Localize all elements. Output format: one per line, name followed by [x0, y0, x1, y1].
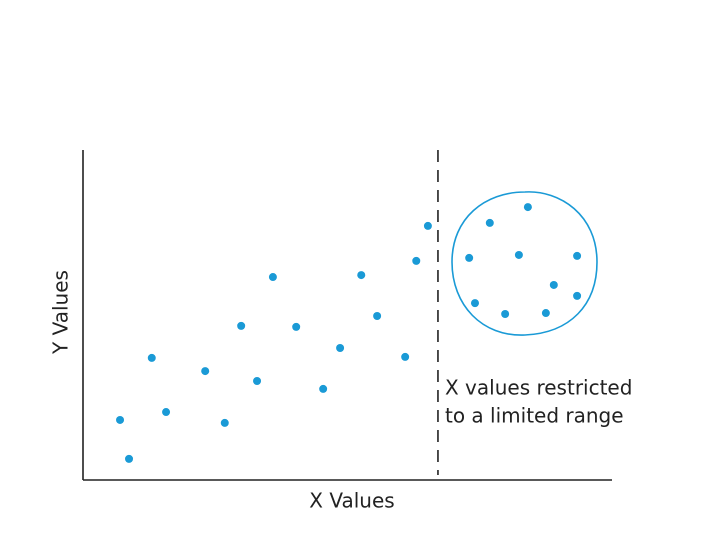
point — [357, 271, 366, 280]
point — [116, 415, 125, 424]
point — [501, 310, 510, 319]
point — [523, 203, 532, 212]
annotation-line: to a limited range — [445, 404, 624, 428]
annotation-line: X values restricted — [445, 376, 632, 400]
point — [485, 218, 494, 227]
point — [401, 352, 410, 361]
point — [549, 280, 558, 289]
point — [292, 322, 301, 331]
point — [514, 250, 523, 259]
point — [573, 291, 582, 300]
x-axis-label: X Values — [309, 489, 394, 513]
point — [125, 454, 134, 463]
point — [253, 377, 262, 385]
highlight-circle — [451, 191, 598, 336]
point — [268, 273, 277, 282]
point — [541, 309, 550, 318]
point — [336, 344, 345, 352]
point — [220, 418, 229, 427]
point — [465, 253, 474, 262]
point — [470, 299, 479, 308]
point — [573, 251, 582, 260]
point — [201, 367, 210, 376]
point — [162, 408, 171, 417]
y-axis-label: Y Values — [49, 270, 73, 355]
point — [147, 353, 156, 362]
point — [423, 221, 432, 230]
point — [373, 311, 382, 320]
point — [412, 256, 421, 265]
point — [319, 384, 328, 393]
point — [237, 321, 246, 330]
